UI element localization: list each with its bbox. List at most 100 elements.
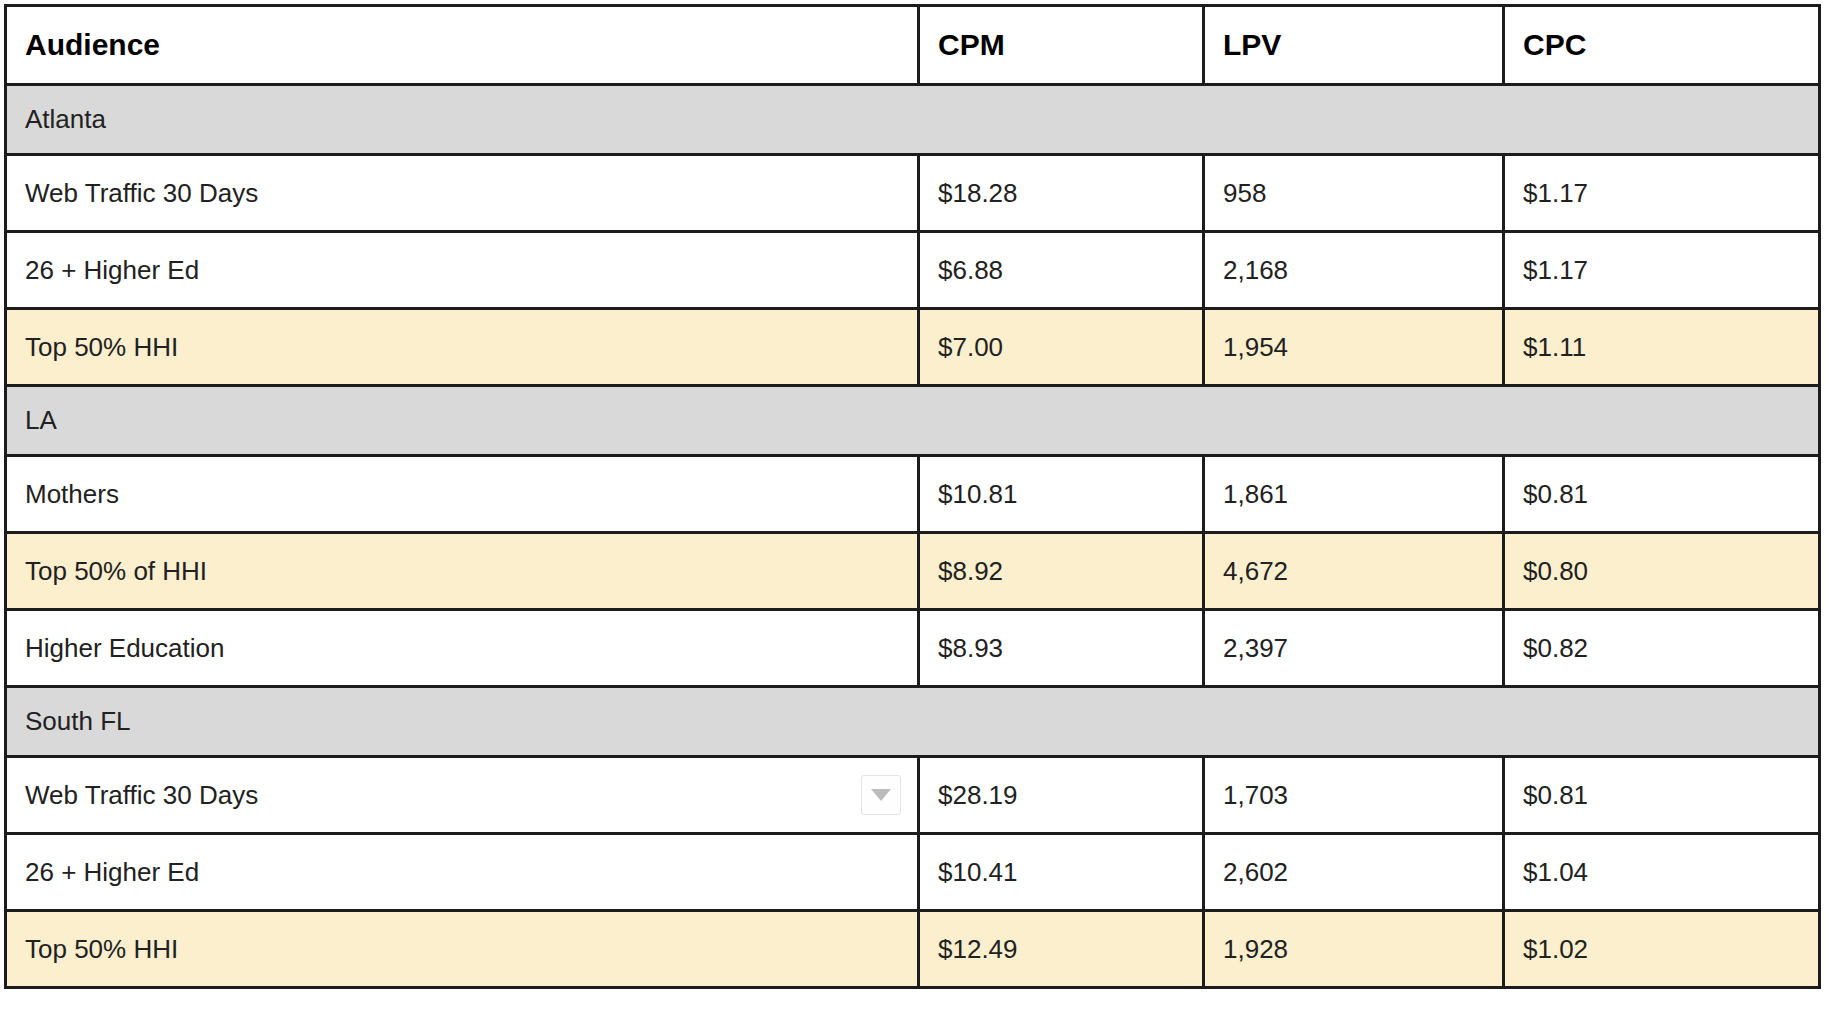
cpm-value: $12.49 — [938, 934, 1018, 964]
audience-value: Top 50% HHI — [25, 934, 178, 964]
cpm-value: $10.81 — [938, 479, 1018, 509]
audience-value: Top 50% of HHI — [25, 556, 207, 586]
cpm-cell: $12.49 — [919, 911, 1204, 988]
audience-cell-content: 26 + Higher Ed — [25, 857, 907, 888]
cpm-value: $18.28 — [938, 178, 1018, 208]
row-dropdown-button[interactable] — [861, 775, 901, 815]
cpm-cell: $10.41 — [919, 834, 1204, 911]
lpv-cell: 1,861 — [1204, 456, 1504, 533]
audience-cell-content: 26 + Higher Ed — [25, 255, 907, 286]
cpm-cell: $7.00 — [919, 309, 1204, 386]
table-row: Top 50% HHI $12.49 1,928 $1.02 — [6, 911, 1820, 988]
audience-cell: Top 50% HHI — [6, 309, 919, 386]
cpc-cell: $0.81 — [1504, 757, 1820, 834]
table-row: Mothers $10.81 1,861 $0.81 — [6, 456, 1820, 533]
cpc-value: $1.02 — [1523, 934, 1588, 964]
section-row: South FL — [6, 687, 1820, 757]
lpv-cell: 4,672 — [1204, 533, 1504, 610]
cpc-cell: $0.80 — [1504, 533, 1820, 610]
audience-cell: Web Traffic 30 Days — [6, 155, 919, 232]
cpc-value: $0.81 — [1523, 479, 1588, 509]
section-label: LA — [6, 386, 1820, 456]
audience-value: Mothers — [25, 479, 119, 509]
cpc-value: $0.82 — [1523, 633, 1588, 663]
audience-cell: 26 + Higher Ed — [6, 232, 919, 309]
cpm-value: $8.93 — [938, 633, 1003, 663]
cpc-cell: $0.81 — [1504, 456, 1820, 533]
table-row: Higher Education $8.93 2,397 $0.82 — [6, 610, 1820, 687]
cpm-value: $10.41 — [938, 857, 1018, 887]
table-row: Top 50% HHI $7.00 1,954 $1.11 — [6, 309, 1820, 386]
column-header-audience: Audience — [6, 6, 919, 85]
audience-cell-content: Top 50% HHI — [25, 934, 907, 965]
cpc-cell: $1.11 — [1504, 309, 1820, 386]
audience-cell: Web Traffic 30 Days — [6, 757, 919, 834]
lpv-cell: 958 — [1204, 155, 1504, 232]
audience-value: 26 + Higher Ed — [25, 857, 199, 887]
cpc-cell: $0.82 — [1504, 610, 1820, 687]
cpc-cell: $1.17 — [1504, 232, 1820, 309]
cpc-value: $0.80 — [1523, 556, 1588, 586]
cpc-value: $1.04 — [1523, 857, 1588, 887]
audience-cell-content: Web Traffic 30 Days — [25, 178, 907, 209]
cpm-value: $8.92 — [938, 556, 1003, 586]
audience-value: Top 50% HHI — [25, 332, 178, 362]
audience-metrics-table-container: Audience CPM LPV CPC AtlantaWeb Traffic … — [4, 4, 1818, 989]
cpm-value: $7.00 — [938, 332, 1003, 362]
audience-cell: Higher Education — [6, 610, 919, 687]
column-header-lpv: LPV — [1204, 6, 1504, 85]
audience-cell-content: Top 50% of HHI — [25, 556, 907, 587]
header-row: Audience CPM LPV CPC — [6, 6, 1820, 85]
lpv-cell: 2,602 — [1204, 834, 1504, 911]
lpv-cell: 2,168 — [1204, 232, 1504, 309]
audience-value: 26 + Higher Ed — [25, 255, 199, 285]
lpv-value: 1,928 — [1223, 934, 1288, 964]
audience-cell-content: Mothers — [25, 479, 907, 510]
section-label: Atlanta — [6, 85, 1820, 155]
table-row: Web Traffic 30 Days $18.28 958 $1.17 — [6, 155, 1820, 232]
column-header-cpm: CPM — [919, 6, 1204, 85]
cpm-cell: $18.28 — [919, 155, 1204, 232]
cpm-cell: $10.81 — [919, 456, 1204, 533]
cpm-cell: $28.19 — [919, 757, 1204, 834]
lpv-value: 958 — [1223, 178, 1266, 208]
audience-value: Web Traffic 30 Days — [25, 780, 258, 810]
cpc-cell: $1.04 — [1504, 834, 1820, 911]
cpc-cell: $1.02 — [1504, 911, 1820, 988]
lpv-value: 2,397 — [1223, 633, 1288, 663]
cpc-value: $1.17 — [1523, 178, 1588, 208]
section-row: Atlanta — [6, 85, 1820, 155]
cpm-value: $28.19 — [938, 780, 1018, 810]
chevron-down-icon — [871, 789, 891, 801]
cpm-cell: $6.88 — [919, 232, 1204, 309]
table-row: 26 + Higher Ed $6.88 2,168 $1.17 — [6, 232, 1820, 309]
table-row: 26 + Higher Ed $10.41 2,602 $1.04 — [6, 834, 1820, 911]
cpc-value: $1.17 — [1523, 255, 1588, 285]
section-label: South FL — [6, 687, 1820, 757]
audience-cell-content: Web Traffic 30 Days — [25, 780, 907, 811]
audience-metrics-table: Audience CPM LPV CPC AtlantaWeb Traffic … — [4, 4, 1821, 989]
cpc-cell: $1.17 — [1504, 155, 1820, 232]
table-row: Top 50% of HHI $8.92 4,672 $0.80 — [6, 533, 1820, 610]
audience-cell: Top 50% HHI — [6, 911, 919, 988]
lpv-value: 4,672 — [1223, 556, 1288, 586]
table-row: Web Traffic 30 Days $28.19 1,703 $0.81 — [6, 757, 1820, 834]
lpv-cell: 2,397 — [1204, 610, 1504, 687]
section-row: LA — [6, 386, 1820, 456]
audience-cell: 26 + Higher Ed — [6, 834, 919, 911]
audience-cell-content: Top 50% HHI — [25, 332, 907, 363]
cpm-cell: $8.92 — [919, 533, 1204, 610]
lpv-value: 1,703 — [1223, 780, 1288, 810]
audience-value: Higher Education — [25, 633, 224, 663]
lpv-cell: 1,703 — [1204, 757, 1504, 834]
cpm-cell: $8.93 — [919, 610, 1204, 687]
lpv-value: 2,602 — [1223, 857, 1288, 887]
cpm-value: $6.88 — [938, 255, 1003, 285]
lpv-cell: 1,928 — [1204, 911, 1504, 988]
audience-cell-content: Higher Education — [25, 633, 907, 664]
lpv-value: 1,954 — [1223, 332, 1288, 362]
audience-cell: Mothers — [6, 456, 919, 533]
cpc-value: $0.81 — [1523, 780, 1588, 810]
cpc-value: $1.11 — [1523, 332, 1586, 362]
audience-cell: Top 50% of HHI — [6, 533, 919, 610]
